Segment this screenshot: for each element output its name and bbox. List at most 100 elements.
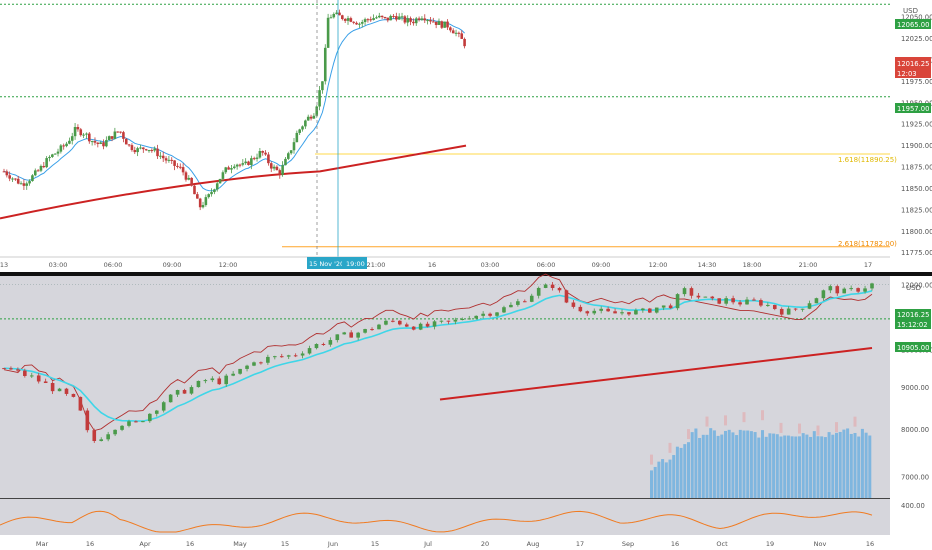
bottom-horizontal-levels	[0, 284, 890, 320]
candle	[76, 124, 80, 132]
candle	[16, 367, 20, 374]
candle	[863, 285, 867, 294]
candle	[110, 136, 114, 142]
level-high-badge: 12065.00	[895, 19, 931, 29]
bottom-time-axis[interactable]: Mar 16 Apr 16 May 15 Jun 15 Jul 20 Aug 17 Sep 16 Oct 19…	[36, 540, 874, 548]
candle	[93, 137, 97, 146]
volume-bar	[831, 434, 835, 498]
top-time-tick: 17	[864, 261, 872, 269]
candle	[668, 303, 673, 309]
volume-bar	[794, 436, 798, 498]
candle	[267, 152, 270, 166]
candle	[289, 150, 293, 155]
bottom-level-badge: 10905.00	[895, 342, 931, 352]
candle	[481, 311, 485, 319]
candle	[92, 428, 97, 443]
candle	[173, 160, 176, 171]
volume-bar	[786, 435, 790, 498]
candle	[238, 368, 242, 375]
volume-bar	[661, 459, 665, 498]
candle	[164, 156, 168, 164]
candle	[346, 15, 350, 25]
top-time-axis[interactable]: 13 03:00 06:00 09:00 12:00 21:00 16 03:00 06:00 0…	[0, 256, 890, 269]
candle	[90, 140, 94, 146]
volume-bar	[701, 434, 705, 498]
fib-2618-label: 2.618(11782.00)	[838, 240, 897, 248]
candle	[113, 127, 117, 140]
candle	[33, 168, 37, 177]
candle	[786, 306, 791, 315]
ma-slow-line	[0, 144, 467, 220]
candle	[193, 184, 196, 195]
candle	[856, 287, 860, 294]
candle	[5, 169, 9, 178]
top-time-tick: 09:00	[163, 261, 182, 269]
top-price-axis[interactable]	[890, 0, 932, 257]
candle	[411, 326, 416, 331]
candle	[281, 161, 284, 177]
bottom-currency-label: USD	[906, 284, 921, 292]
volume-bar	[849, 433, 853, 498]
candle	[122, 130, 125, 143]
volume-bar	[657, 461, 661, 498]
volume-bar	[735, 435, 739, 498]
candle	[279, 353, 284, 358]
volume-bar	[679, 447, 683, 498]
bottom-price-tick: 7000.00	[901, 474, 929, 482]
panel-separator[interactable]	[0, 272, 932, 276]
candle	[429, 16, 432, 25]
svg-text:12016.25: 12016.25	[897, 311, 929, 319]
bottom-time-tick: 16	[866, 540, 874, 548]
svg-text:12065.00: 12065.00	[897, 21, 929, 29]
volume-bar	[749, 431, 753, 498]
candle	[752, 297, 756, 301]
candle	[842, 287, 847, 294]
candle	[766, 302, 770, 307]
volume-bar	[738, 429, 742, 498]
top-time-tick: 14:30	[698, 261, 717, 269]
bottom-time-tick: 16	[86, 540, 94, 548]
candle	[68, 137, 71, 145]
volume-bar	[687, 442, 690, 498]
candle	[286, 354, 291, 360]
candle	[238, 163, 242, 168]
candle	[23, 368, 27, 378]
candle	[372, 14, 375, 21]
candle	[133, 146, 137, 155]
volume-bar	[712, 430, 716, 498]
candle	[332, 12, 336, 19]
candle	[130, 143, 134, 152]
top-time-tick: 06:00	[104, 261, 123, 269]
candle	[29, 372, 34, 379]
candle	[51, 153, 54, 158]
candle	[275, 165, 279, 171]
candle	[425, 321, 430, 328]
volume-bar	[812, 431, 816, 498]
candle	[252, 156, 256, 161]
candle	[488, 312, 492, 318]
candle	[300, 351, 305, 359]
top-price-tick: 11775.00	[901, 249, 932, 257]
volume-bar	[716, 435, 720, 498]
volume-bar	[823, 437, 827, 498]
candle	[446, 320, 451, 325]
candle	[453, 317, 458, 325]
volume-bar	[650, 470, 653, 498]
candle	[136, 146, 139, 157]
candle	[564, 289, 569, 304]
candle	[295, 130, 299, 143]
volume-bar	[720, 434, 724, 498]
candle	[139, 144, 142, 150]
volume-bar	[783, 435, 787, 498]
candle	[375, 15, 378, 20]
candle	[363, 17, 367, 26]
candle	[8, 171, 11, 182]
candle	[403, 15, 407, 25]
candle	[227, 165, 230, 170]
candle	[647, 307, 652, 314]
candle	[377, 12, 381, 19]
candle	[599, 306, 603, 314]
top-panel[interactable]: 12050.0012025.0012000.0011975.0011950.00…	[0, 0, 932, 269]
